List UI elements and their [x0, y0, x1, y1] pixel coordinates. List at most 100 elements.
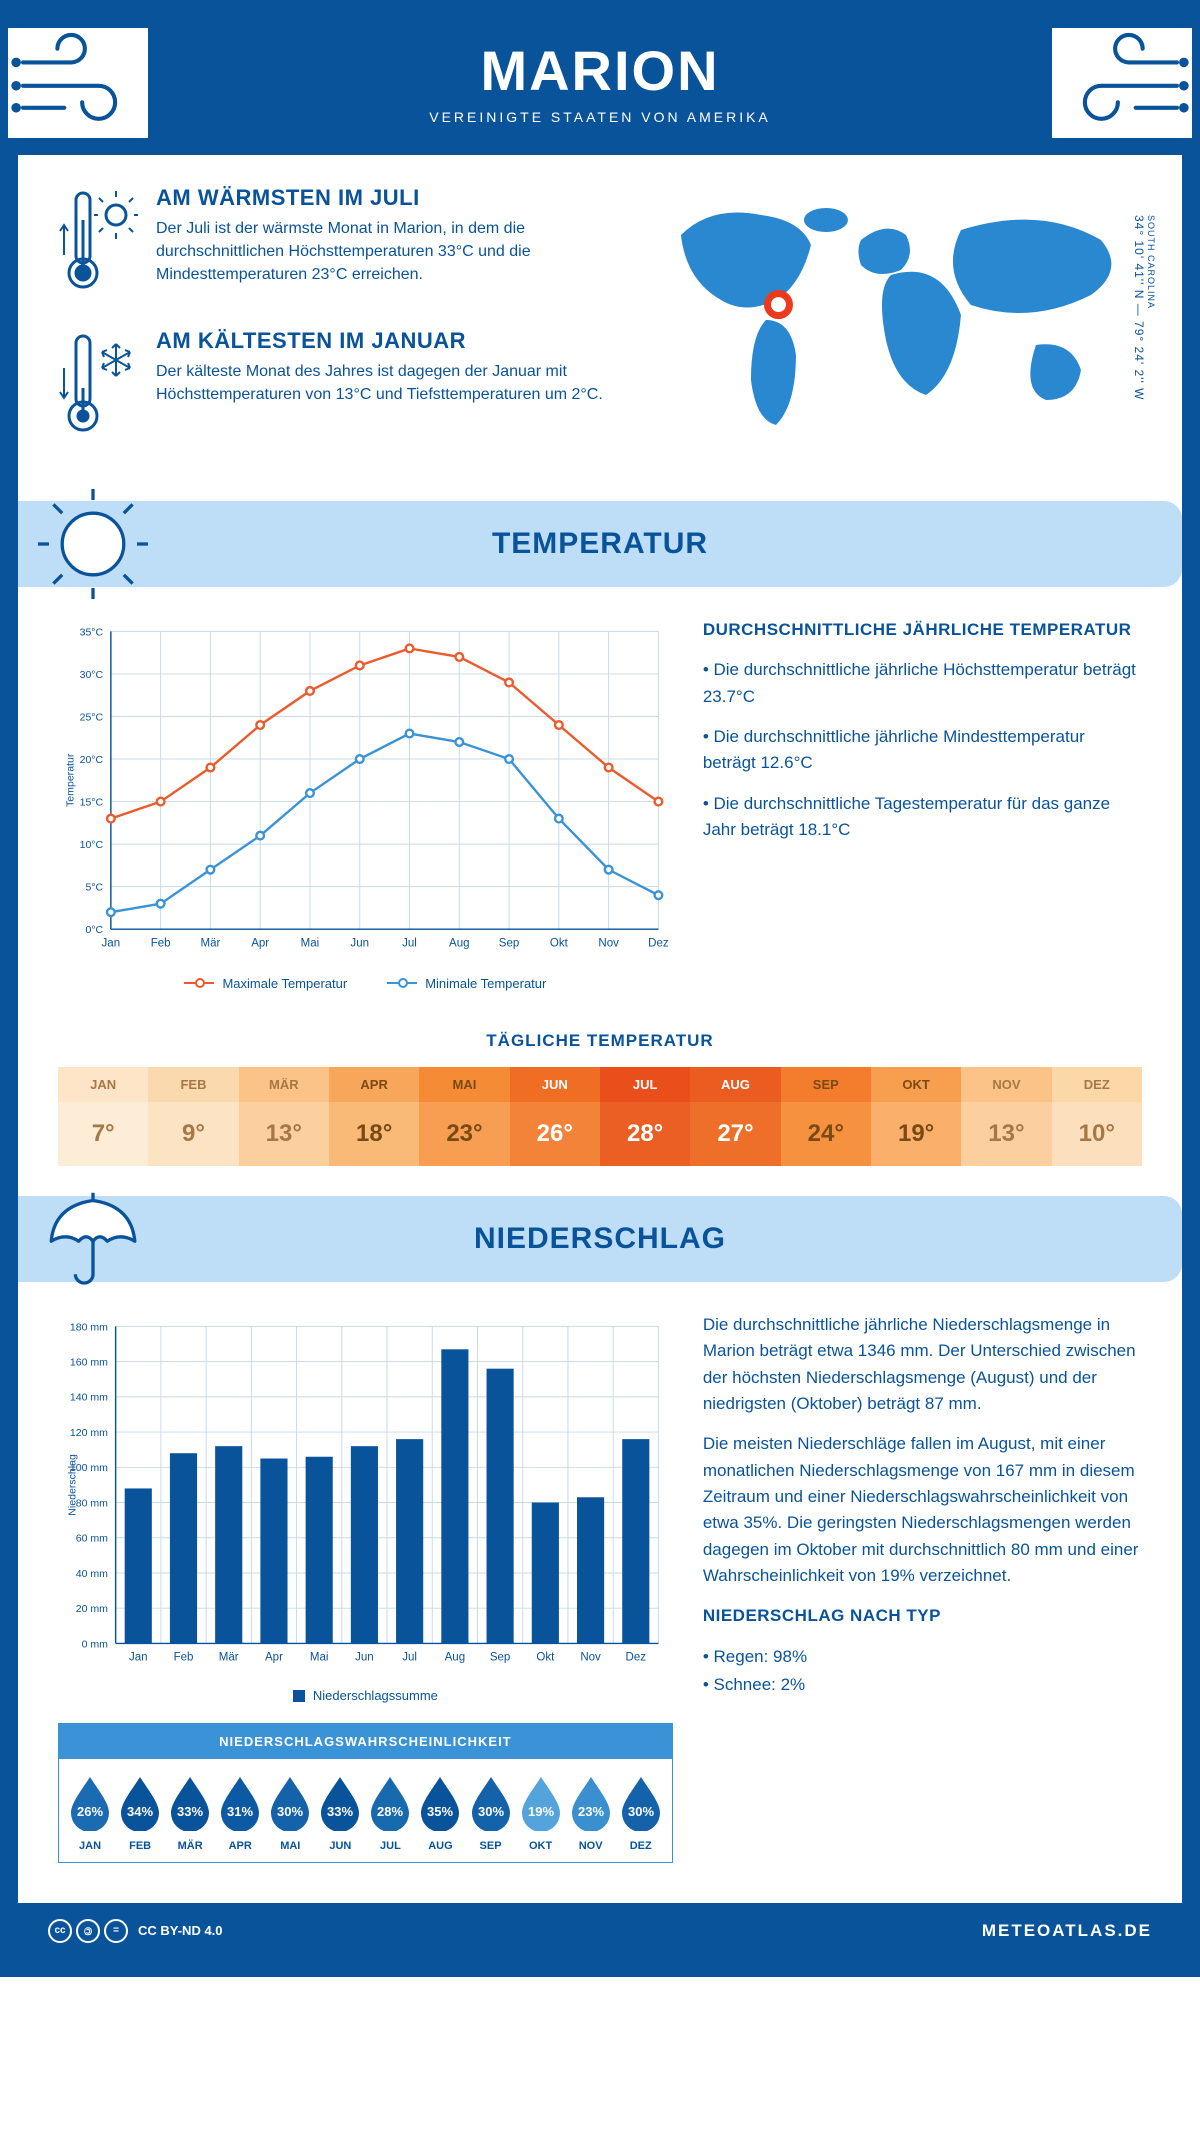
wind-icon-right: [1052, 28, 1192, 138]
daily-temp-cell: SEP24°: [781, 1067, 871, 1166]
svg-text:25°C: 25°C: [80, 711, 104, 723]
svg-text:Mär: Mär: [219, 1652, 239, 1664]
temp-banner: TEMPERATUR: [18, 501, 1182, 587]
precip-prob-drop: 33%JUN: [315, 1773, 365, 1852]
precip-chart-area: 0 mm20 mm40 mm60 mm80 mm100 mm120 mm140 …: [58, 1312, 673, 1863]
precip-side-text: Die durchschnittliche jährliche Niedersc…: [703, 1312, 1142, 1863]
sun-icon: [38, 489, 148, 599]
svg-text:Jul: Jul: [402, 1652, 417, 1664]
svg-text:33%: 33%: [177, 1804, 203, 1819]
header: MARION VEREINIGTE STAATEN VON AMERIKA: [18, 18, 1182, 155]
temp-chart-area: 0°C5°C10°C15°C20°C25°C30°C35°CJanFebMärA…: [58, 617, 673, 991]
svg-text:Temperatur: Temperatur: [64, 753, 76, 807]
page-subtitle: VEREINIGTE STAATEN VON AMERIKA: [18, 109, 1182, 125]
svg-text:Jan: Jan: [129, 1652, 148, 1664]
intro-left: AM WÄRMSTEN IM JULI Der Juli ist der wär…: [58, 185, 610, 471]
precip-prob-drop: 30%SEP: [466, 1773, 516, 1852]
svg-text:Jun: Jun: [350, 937, 369, 949]
brand-label: METEOATLAS.DE: [982, 1921, 1152, 1941]
temp-bullet-2: • Die durchschnittliche Tagestemperatur …: [703, 791, 1142, 844]
coldest-block: AM KÄLTESTEN IM JANUAR Der kälteste Mona…: [58, 328, 610, 443]
precip-legend: Niederschlagssumme: [58, 1688, 673, 1703]
svg-text:Mär: Mär: [200, 937, 220, 949]
temp-bullet-0: • Die durchschnittliche jährliche Höchst…: [703, 657, 1142, 710]
svg-text:0°C: 0°C: [85, 924, 103, 936]
precip-prob-title: NIEDERSCHLAGSWAHRSCHEINLICHKEIT: [59, 1724, 672, 1759]
svg-text:34%: 34%: [127, 1804, 153, 1819]
daily-temp-title: TÄGLICHE TEMPERATUR: [18, 1031, 1182, 1051]
svg-text:30%: 30%: [478, 1804, 504, 1819]
daily-temp-cells: JAN7°FEB9°MÄR13°APR18°MAI23°JUN26°JUL28°…: [58, 1067, 1142, 1166]
wind-icon-left: [8, 28, 148, 138]
temp-banner-label: TEMPERATUR: [492, 527, 708, 560]
svg-text:Dez: Dez: [626, 1652, 647, 1664]
precip-prob-drop: 35%AUG: [415, 1773, 465, 1852]
temp-bullet-1: • Die durchschnittliche jährliche Mindes…: [703, 724, 1142, 777]
daily-temp-cell: JAN7°: [58, 1067, 148, 1166]
daily-temp-cell: APR18°: [329, 1067, 419, 1166]
svg-text:30°C: 30°C: [80, 669, 104, 681]
coldest-text: Der kälteste Monat des Jahres ist dagege…: [156, 360, 610, 406]
svg-text:Sep: Sep: [499, 937, 519, 949]
svg-text:Okt: Okt: [536, 1652, 555, 1664]
temp-side-text: DURCHSCHNITTLICHE JÄHRLICHE TEMPERATUR •…: [703, 617, 1142, 991]
svg-text:Niederschlag: Niederschlag: [66, 1454, 78, 1516]
location-marker: [768, 294, 790, 316]
svg-text:19%: 19%: [528, 1804, 554, 1819]
page-root: MARION VEREINIGTE STAATEN VON AMERIKA AM…: [0, 0, 1200, 1977]
svg-text:Jul: Jul: [402, 937, 417, 949]
svg-text:0 mm: 0 mm: [82, 1638, 109, 1650]
daily-temp-cell: JUN26°: [510, 1067, 600, 1166]
umbrella-icon: [38, 1184, 148, 1294]
daily-temp-cell: JUL28°: [600, 1067, 690, 1166]
warmest-text: Der Juli ist der wärmste Monat in Marion…: [156, 217, 610, 287]
precip-prob-drop: 31%APR: [215, 1773, 265, 1852]
precip-type-title: NIEDERSCHLAG NACH TYP: [703, 1603, 1142, 1629]
state-label: SOUTH CAROLINA: [1146, 215, 1156, 396]
warmest-block: AM WÄRMSTEN IM JULI Der Juli ist der wär…: [58, 185, 610, 300]
thermometer-sun-icon: [58, 185, 138, 300]
world-map: [640, 185, 1142, 445]
svg-text:Nov: Nov: [598, 937, 619, 949]
svg-text:140 mm: 140 mm: [70, 1392, 108, 1404]
precip-banner-label: NIEDERSCHLAG: [474, 1222, 726, 1255]
svg-text:40 mm: 40 mm: [76, 1568, 108, 1580]
svg-text:23%: 23%: [578, 1804, 604, 1819]
precip-prob-drop: 33%MÄR: [165, 1773, 215, 1852]
precip-bar-chart: 0 mm20 mm40 mm60 mm80 mm100 mm120 mm140 …: [58, 1312, 673, 1677]
precip-text-2: Die meisten Niederschläge fallen im Augu…: [703, 1431, 1142, 1589]
legend-min: Minimale Temperatur: [425, 976, 546, 991]
svg-text:5°C: 5°C: [85, 882, 103, 894]
svg-text:160 mm: 160 mm: [70, 1356, 108, 1368]
svg-text:20°C: 20°C: [80, 754, 104, 766]
precip-banner: NIEDERSCHLAG: [18, 1196, 1182, 1282]
svg-text:Feb: Feb: [151, 937, 171, 949]
svg-text:Feb: Feb: [174, 1652, 194, 1664]
coldest-title: AM KÄLTESTEN IM JANUAR: [156, 328, 610, 354]
svg-text:15°C: 15°C: [80, 796, 104, 808]
svg-text:Apr: Apr: [265, 1652, 283, 1664]
temp-side-title: DURCHSCHNITTLICHE JÄHRLICHE TEMPERATUR: [703, 617, 1142, 643]
temp-row: 0°C5°C10°C15°C20°C25°C30°C35°CJanFebMärA…: [18, 617, 1182, 991]
svg-text:30%: 30%: [277, 1804, 303, 1819]
coordinates: SOUTH CAROLINA 34° 10' 41'' N — 79° 24' …: [1132, 215, 1156, 400]
svg-text:20 mm: 20 mm: [76, 1603, 108, 1615]
footer: cc🄯= CC BY-ND 4.0 METEOATLAS.DE: [18, 1903, 1182, 1959]
svg-text:Jun: Jun: [355, 1652, 374, 1664]
precip-prob-box: NIEDERSCHLAGSWAHRSCHEINLICHKEIT 26%JAN34…: [58, 1723, 673, 1863]
daily-temp-cell: DEZ10°: [1052, 1067, 1142, 1166]
svg-text:Jan: Jan: [102, 937, 121, 949]
svg-text:Dez: Dez: [648, 937, 669, 949]
svg-text:Aug: Aug: [449, 937, 470, 949]
intro-row: AM WÄRMSTEN IM JULI Der Juli ist der wär…: [18, 155, 1182, 481]
cc-icons: cc🄯=: [48, 1919, 128, 1943]
daily-temp-cell: FEB9°: [148, 1067, 238, 1166]
svg-text:30%: 30%: [628, 1804, 654, 1819]
precip-prob-drop: 30%DEZ: [616, 1773, 666, 1852]
svg-text:Mai: Mai: [310, 1652, 329, 1664]
precip-text-1: Die durchschnittliche jährliche Niedersc…: [703, 1312, 1142, 1417]
precip-type-snow: • Schnee: 2%: [703, 1672, 1142, 1698]
svg-text:10°C: 10°C: [80, 839, 104, 851]
svg-text:35%: 35%: [427, 1804, 453, 1819]
svg-text:60 mm: 60 mm: [76, 1532, 108, 1544]
